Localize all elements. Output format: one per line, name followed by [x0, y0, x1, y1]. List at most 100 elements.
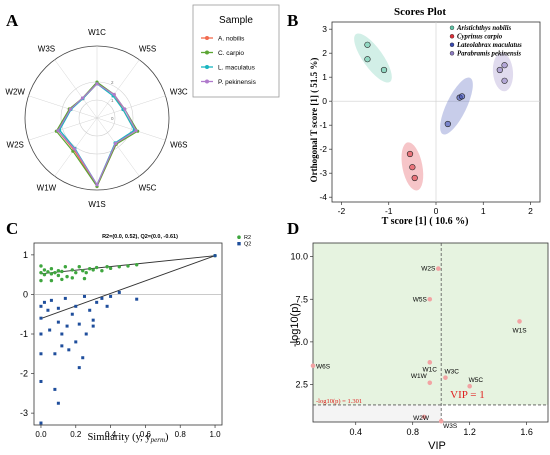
- nonsignificant-region: [313, 404, 442, 422]
- score-point: [458, 93, 466, 100]
- vip-x-tick-label: 0.4: [349, 427, 362, 437]
- score-point: [409, 164, 416, 171]
- permutation-y-tick-label: -2: [20, 369, 28, 379]
- q2-point: [53, 352, 57, 356]
- r2-point: [135, 263, 139, 267]
- confidence-ellipse: [492, 52, 514, 92]
- q2-point: [48, 328, 52, 332]
- vip-plot-frame: [312, 242, 549, 423]
- r2-point: [53, 270, 57, 275]
- radar-spoke: [96, 117, 140, 177]
- permutation-legend-label: R2: [244, 235, 251, 241]
- r2-point: [74, 270, 78, 275]
- q2-point: [91, 318, 95, 322]
- radar-ring-label: 1: [111, 98, 114, 103]
- r2-point: [70, 276, 74, 280]
- q2-point: [82, 294, 86, 298]
- score-point: [496, 66, 503, 74]
- r2-point: [94, 265, 99, 270]
- q2-point: [117, 290, 121, 294]
- q2-point: [56, 320, 60, 324]
- scores-legend-marker: [449, 42, 455, 47]
- vip-plot: VIP = 1 -log10(p) = 1.301 0.4 0.8 1.2 1.6 2.5 5…: [290, 242, 549, 437]
- radar-spoke: [96, 117, 166, 141]
- permutation-xlabel-close: ): [165, 432, 169, 443]
- scores-y-tick-label: 3: [322, 24, 327, 34]
- q2-point: [46, 308, 50, 312]
- scores-legend-marker: [449, 25, 455, 30]
- radar-point: [95, 82, 99, 86]
- radar-spoke: [28, 117, 98, 141]
- vip-point-label: W1C: [423, 366, 438, 373]
- vip-point-label: W3S: [443, 423, 458, 430]
- r2-point: [39, 264, 43, 268]
- scores-y-tick-label: -3: [319, 168, 327, 178]
- radar-axis-label: W5C: [139, 184, 157, 193]
- vip-plot-ylabel: -log10(p): [289, 303, 301, 347]
- scores-y-tick-label: 2: [322, 48, 327, 58]
- permutation-y-tick-label: 1: [23, 250, 28, 260]
- vip-point-label: W1W: [411, 373, 428, 380]
- panel-letter-a: A: [6, 11, 19, 30]
- q2-point: [49, 298, 53, 302]
- radar-point: [71, 149, 75, 153]
- scores-plot: -2 -1 0 1 2 -4 -3 -2 -1 0 1 2 3 Aristichthys nobilis C…: [319, 21, 541, 216]
- radar-axis-label: W2S: [7, 141, 24, 150]
- vip-x-tick-label: 0.8: [406, 427, 419, 437]
- r2-point: [39, 278, 43, 283]
- permutation-legend-label: Q2: [244, 242, 251, 248]
- confidence-ellipse: [440, 77, 473, 135]
- permutation-xlabel-main: Similarity: [87, 432, 130, 443]
- vip-point: [421, 414, 427, 420]
- vip-point: [438, 418, 444, 424]
- r2-point: [70, 268, 74, 272]
- r2-point: [56, 273, 61, 278]
- q2-point: [84, 332, 88, 336]
- score-point: [364, 41, 371, 48]
- q2-point: [81, 356, 85, 360]
- radar-point: [80, 96, 85, 100]
- q2-point: [95, 300, 99, 304]
- radar-spoke: [54, 59, 98, 119]
- legend-label: P. pekinensis: [218, 79, 257, 86]
- r2-point: [88, 267, 92, 271]
- q2-point: [56, 401, 60, 405]
- q2-point: [74, 340, 78, 344]
- radar-point: [95, 183, 99, 187]
- scores-plot-title: Scores Plot: [394, 6, 446, 18]
- vip-point-label: W2S: [421, 266, 436, 273]
- vip-point-label: W1S: [512, 327, 527, 334]
- r2-point: [117, 265, 121, 269]
- q2-point: [77, 322, 81, 326]
- r2-point: [108, 266, 113, 271]
- legend-marker: [205, 50, 209, 55]
- r2-point: [81, 268, 85, 273]
- legend-marker: [205, 79, 209, 84]
- q2-point: [74, 304, 78, 308]
- legend-label: L. maculatus: [218, 65, 256, 72]
- r2-point: [60, 277, 64, 282]
- permutation-y-tick-label: -3: [20, 408, 28, 418]
- permutation-x-tick-label: 0.2: [70, 430, 82, 439]
- permutation-x-tick-label: 0.0: [35, 430, 47, 439]
- vip-y-tick-label: 10.0: [290, 252, 308, 262]
- radar-point: [56, 129, 60, 133]
- vip-point-label: W5C: [469, 377, 484, 384]
- scores-x-tick-label: 0: [434, 206, 439, 216]
- radar-axis-label: W6S: [170, 141, 187, 150]
- p-threshold-label: -log10(p) = 1.301: [316, 398, 362, 405]
- r2-point: [56, 268, 61, 273]
- vip-point: [436, 266, 441, 271]
- permutation-x-tick-label: 0.8: [175, 430, 187, 439]
- r2-point: [42, 272, 47, 277]
- scores-plot-xlabel: T score [1] ( 10.6 %): [382, 216, 469, 227]
- r2-point: [126, 264, 130, 268]
- q2-point: [67, 348, 71, 352]
- q2-point: [63, 296, 67, 300]
- r2-point: [105, 265, 109, 269]
- vip-y-tick-label: 5.0: [295, 337, 308, 347]
- scores-legend-label: Parabramis pekinensis: [457, 51, 521, 58]
- vip-point: [427, 296, 433, 302]
